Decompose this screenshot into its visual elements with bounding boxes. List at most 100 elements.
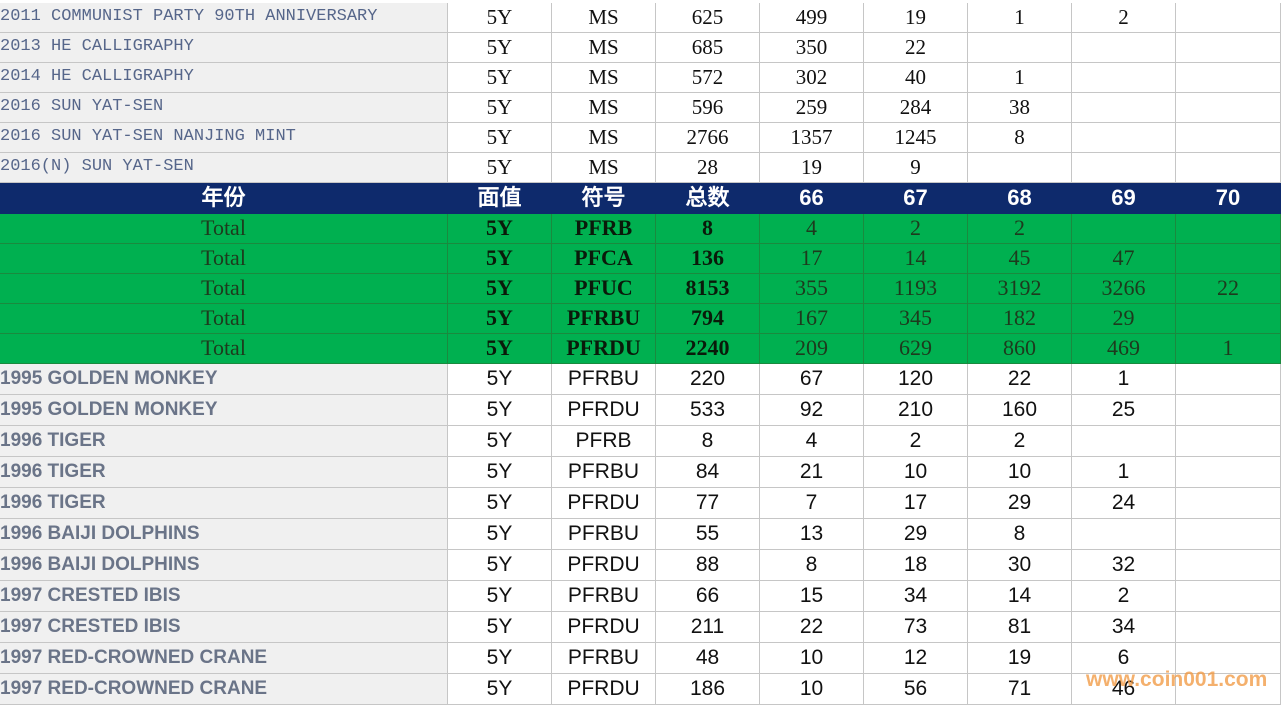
cell: PFRDU (552, 612, 656, 643)
cell: 66 (656, 581, 760, 612)
cell: 5Y (448, 334, 552, 364)
cell: MS (552, 33, 656, 63)
cell: 56 (864, 674, 968, 705)
cell: 182 (968, 304, 1072, 334)
cell: 5Y (448, 214, 552, 244)
cell: 5Y (448, 643, 552, 674)
cell: MS (552, 3, 656, 33)
cell: Total (0, 274, 448, 304)
cell: 66 (760, 183, 864, 214)
cell: Total (0, 334, 448, 364)
cell: 46 (1072, 674, 1176, 705)
cell: 40 (864, 63, 968, 93)
cell: 73 (864, 612, 968, 643)
cell: 13 (760, 519, 864, 550)
cell: 469 (1072, 334, 1176, 364)
cell: 136 (656, 244, 760, 274)
cell (1176, 488, 1281, 519)
cell: 860 (968, 334, 1072, 364)
cell (1072, 153, 1176, 183)
cell: 24 (1072, 488, 1176, 519)
cell: 17 (760, 244, 864, 274)
cell: 1996 TIGER (0, 457, 448, 488)
cell: 29 (968, 488, 1072, 519)
cell: 4 (760, 426, 864, 457)
cell: 1 (1072, 364, 1176, 395)
cell (1176, 426, 1281, 457)
cell: 32 (1072, 550, 1176, 581)
cell: MS (552, 93, 656, 123)
cell: PFRB (552, 214, 656, 244)
cell: 1996 TIGER (0, 426, 448, 457)
cell: 186 (656, 674, 760, 705)
cell: 5Y (448, 395, 552, 426)
cell: 5Y (448, 3, 552, 33)
cell: 5Y (448, 244, 552, 274)
cell: 355 (760, 274, 864, 304)
cell (1176, 643, 1281, 674)
cell: 17 (864, 488, 968, 519)
cell (1176, 123, 1281, 153)
cell (1176, 581, 1281, 612)
cell (1176, 33, 1281, 63)
cell: 302 (760, 63, 864, 93)
cell: 794 (656, 304, 760, 334)
cell: 1997 CRESTED IBIS (0, 612, 448, 643)
cell (1176, 244, 1281, 274)
cell (1072, 33, 1176, 63)
cell (1072, 519, 1176, 550)
cell: PFRDU (552, 550, 656, 581)
cell: 572 (656, 63, 760, 93)
cell: PFRDU (552, 674, 656, 705)
cell: 8 (760, 550, 864, 581)
cell: 5Y (448, 33, 552, 63)
cell: 160 (968, 395, 1072, 426)
cell: 67 (864, 183, 968, 214)
cell: Total (0, 244, 448, 274)
cell: 596 (656, 93, 760, 123)
cell: 1997 RED-CROWNED CRANE (0, 643, 448, 674)
cell: 533 (656, 395, 760, 426)
cell: PFRDU (552, 395, 656, 426)
cell: 2 (968, 426, 1072, 457)
cell: 22 (968, 364, 1072, 395)
cell: 350 (760, 33, 864, 63)
cell: 10 (864, 457, 968, 488)
cell: 34 (1072, 612, 1176, 643)
cell: 77 (656, 488, 760, 519)
cell: 3266 (1072, 274, 1176, 304)
cell: 92 (760, 395, 864, 426)
cell: 7 (760, 488, 864, 519)
cell (1176, 550, 1281, 581)
cell: 259 (760, 93, 864, 123)
cell: 5Y (448, 457, 552, 488)
cell: 5Y (448, 364, 552, 395)
cell (1072, 426, 1176, 457)
cell: 8 (968, 519, 1072, 550)
cell: 5Y (448, 612, 552, 643)
cell: 211 (656, 612, 760, 643)
cell: 符号 (552, 183, 656, 214)
cell: 47 (1072, 244, 1176, 274)
cell: 2 (1072, 3, 1176, 33)
cell: 14 (968, 581, 1072, 612)
cell: 1996 BAIJI DOLPHINS (0, 519, 448, 550)
watermark: www.coin001.com (1086, 668, 1268, 691)
cell (968, 33, 1072, 63)
cell: 3192 (968, 274, 1072, 304)
cell: 284 (864, 93, 968, 123)
cell: 629 (864, 334, 968, 364)
cell: 5Y (448, 674, 552, 705)
cell: 10 (968, 457, 1072, 488)
cell: 面值 (448, 183, 552, 214)
cell (1176, 3, 1281, 33)
cell: 120 (864, 364, 968, 395)
cell: 28 (656, 153, 760, 183)
cell: 1193 (864, 274, 968, 304)
cell: PFRBU (552, 519, 656, 550)
cell: 210 (864, 395, 968, 426)
cell: 14 (864, 244, 968, 274)
cell (1176, 457, 1281, 488)
cell (1176, 395, 1281, 426)
